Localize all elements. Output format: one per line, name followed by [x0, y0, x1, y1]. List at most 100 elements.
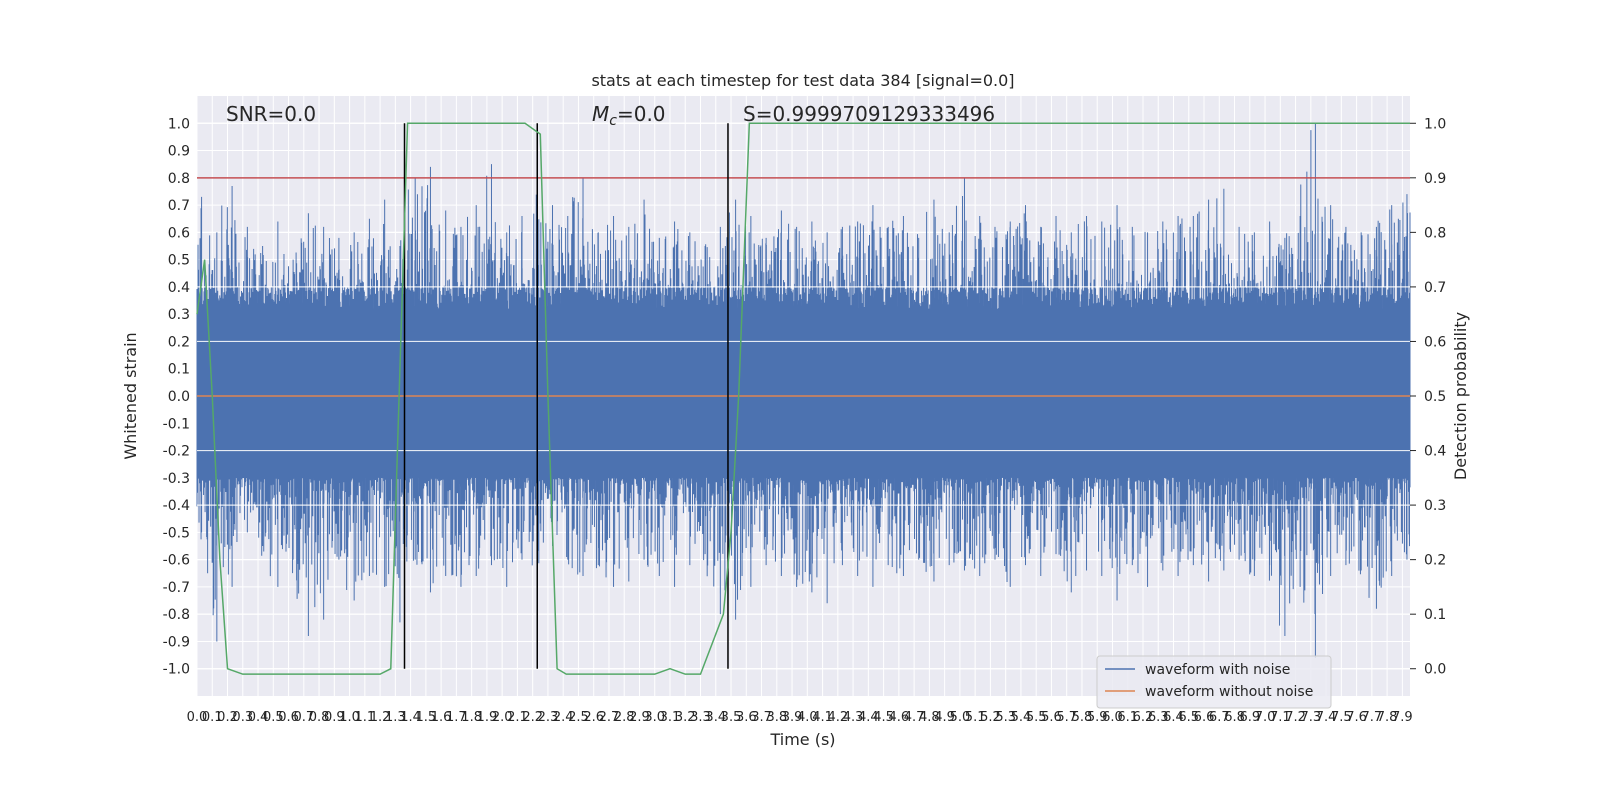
- x-tick-label: 2.9: [629, 710, 650, 725]
- y2-axis-label: Detection probability: [1451, 312, 1470, 480]
- y-tick-label: -0.1: [163, 416, 190, 432]
- x-tick-label: 4.1: [812, 710, 833, 725]
- y2-tick-label: 0.2: [1424, 553, 1446, 569]
- y2-tick-label: 1.0: [1424, 116, 1446, 132]
- x-tick-label: 4.4: [858, 710, 879, 725]
- y-tick-label: 0.4: [168, 280, 190, 296]
- x-tick-label: 3.8: [766, 710, 787, 725]
- x-tick-label: 5.5: [1026, 710, 1047, 725]
- y-tick-label: 0.6: [168, 225, 190, 241]
- x-tick-label: 4.8: [919, 710, 940, 725]
- legend-label-clean: waveform without noise: [1145, 684, 1313, 700]
- x-tick-label: 7.2: [1285, 710, 1306, 725]
- x-tick-label: 3.1: [660, 710, 681, 725]
- x-tick-label: 5.4: [1011, 710, 1032, 725]
- x-tick-label: 4.6: [889, 710, 910, 725]
- x-tick-label: 0.2: [217, 710, 238, 725]
- detection-probability-line: [196, 122, 1410, 675]
- x-tick-label: 6.6: [1194, 710, 1215, 725]
- x-tick-label: 6.9: [1239, 710, 1260, 725]
- x-tick-label: 5.3: [995, 710, 1016, 725]
- x-tick-label: 7.4: [1316, 710, 1337, 725]
- y-tick-label: -0.8: [163, 607, 190, 623]
- x-tick-label: 3.7: [751, 710, 772, 725]
- y-tick-label: -0.5: [163, 525, 190, 541]
- x-tick-label: 4.3: [843, 710, 864, 725]
- x-tick-label: 0.6: [278, 710, 299, 725]
- x-tick-label: 1.6: [431, 710, 452, 725]
- x-tick-label: 1.7: [446, 710, 467, 725]
- noise-trace: [196, 123, 1411, 658]
- x-tick-label: 5.2: [980, 710, 1001, 725]
- x-tick-label: 4.5: [873, 710, 894, 725]
- y2-tick-label: 0.1: [1424, 607, 1446, 623]
- y-tick-label: -0.9: [163, 634, 190, 650]
- x-tick-label: 0.8: [309, 710, 330, 725]
- y-axis-ticks: 1.0 0.9 0.8 0.7 0.6 0.5 0.4 0.3 0.2 0.1 0.0 -0.1 -0.…: [163, 116, 190, 677]
- x-tick-label: 7.8: [1377, 710, 1398, 725]
- y-tick-label: -0.3: [163, 471, 190, 487]
- x-tick-label: 2.5: [568, 710, 589, 725]
- x-tick-label: 4.2: [827, 710, 848, 725]
- x-tick-label: 7.6: [1346, 710, 1367, 725]
- y-tick-label: 0.0: [168, 389, 190, 405]
- x-axis-ticks: 0.00.10.20.30.40.50.60.70.80.91.01.11.21…: [187, 710, 1413, 725]
- x-tick-label: 1.3: [385, 710, 406, 725]
- x-tick-label: 3.4: [705, 710, 726, 725]
- x-tick-label: 2.1: [507, 710, 528, 725]
- x-tick-label: 7.3: [1300, 710, 1321, 725]
- x-tick-label: 6.5: [1178, 710, 1199, 725]
- y-tick-label: 0.1: [168, 362, 190, 378]
- y-tick-label: 0.9: [168, 144, 190, 160]
- annotation-s: S=0.9999709129333496: [743, 102, 995, 126]
- x-tick-label: 2.2: [522, 710, 543, 725]
- x-tick-label: 1.5: [416, 710, 437, 725]
- x-tick-label: 2.8: [614, 710, 635, 725]
- legend: waveform with noise waveform without noi…: [1096, 655, 1332, 709]
- y2-tick-label: 0.7: [1424, 280, 1446, 296]
- x-tick-label: 5.1: [965, 710, 986, 725]
- y-tick-label: 0.3: [168, 307, 190, 323]
- y2-tick-label: 0.6: [1424, 334, 1446, 350]
- x-tick-label: 1.0: [339, 710, 360, 725]
- x-tick-label: 2.4: [553, 710, 574, 725]
- chart-title: stats at each timestep for test data 384…: [591, 71, 1014, 90]
- legend-label-noise: waveform with noise: [1145, 662, 1290, 678]
- legend-box: [1096, 655, 1332, 709]
- x-tick-label: 0.1: [202, 710, 223, 725]
- y-tick-label: 1.0: [168, 116, 190, 132]
- x-tick-label: 2.7: [599, 710, 620, 725]
- x-tick-label: 7.1: [1270, 710, 1291, 725]
- x-tick-label: 0.5: [263, 710, 284, 725]
- y-tick-label: 0.2: [168, 334, 190, 350]
- y2-tick-label: 0.5: [1424, 389, 1446, 405]
- x-tick-label: 3.0: [644, 710, 665, 725]
- y2-tick-label: 0.9: [1424, 171, 1446, 187]
- y2-tick-label: 0.3: [1424, 498, 1446, 514]
- x-tick-label: 3.5: [721, 710, 742, 725]
- y-axis-label: Whitened strain: [121, 332, 140, 459]
- y-tick-label: -0.6: [163, 553, 190, 569]
- x-tick-label: 6.1: [1117, 710, 1138, 725]
- x-tick-label: 2.0: [492, 710, 513, 725]
- annotation-mc: Mc=0.0: [592, 102, 666, 129]
- x-tick-label: 0.9: [324, 710, 345, 725]
- x-tick-label: 6.2: [1133, 710, 1154, 725]
- x-tick-label: 5.7: [1056, 710, 1077, 725]
- y-tick-label: -0.2: [163, 444, 190, 460]
- x-tick-label: 3.2: [675, 710, 696, 725]
- x-tick-label: 1.2: [370, 710, 391, 725]
- x-tick-label: 5.6: [1041, 710, 1062, 725]
- x-tick-label: 1.9: [477, 710, 498, 725]
- x-tick-label: 0.7: [293, 710, 314, 725]
- series-lines: [196, 122, 1410, 675]
- y-tick-label: 0.7: [168, 198, 190, 214]
- x-tick-label: 5.9: [1087, 710, 1108, 725]
- y2-tick-label: 0.4: [1424, 444, 1446, 460]
- x-tick-label: 7.5: [1331, 710, 1352, 725]
- x-tick-label: 0.4: [248, 710, 269, 725]
- annotation-snr: SNR=0.0: [226, 102, 316, 126]
- x-tick-label: 5.8: [1072, 710, 1093, 725]
- x-tick-label: 1.1: [354, 710, 375, 725]
- x-tick-label: 7.9: [1392, 710, 1413, 725]
